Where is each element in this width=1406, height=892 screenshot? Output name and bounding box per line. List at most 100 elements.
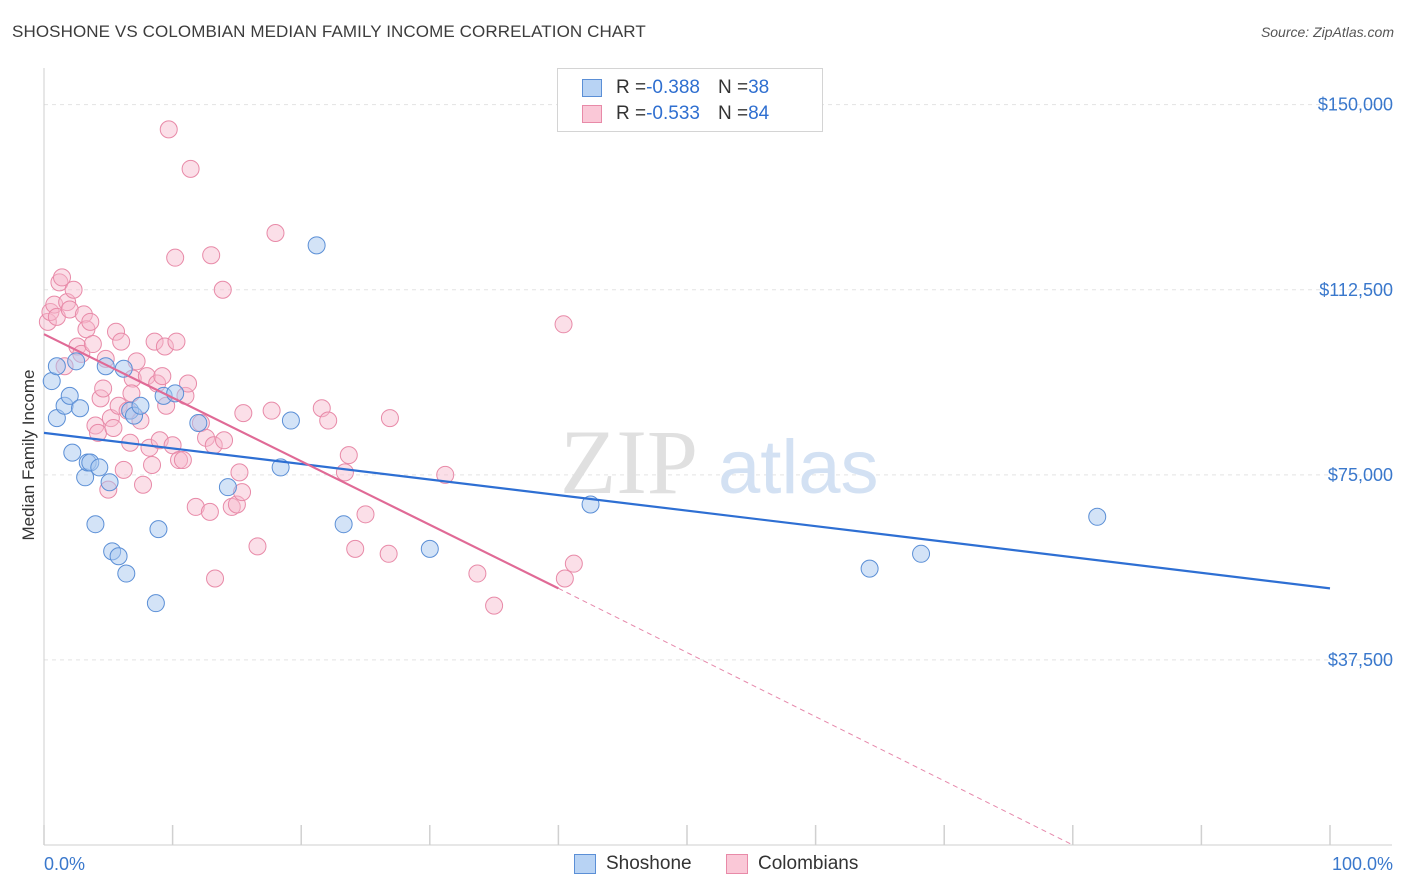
x-tick-label: 0.0%	[44, 854, 85, 874]
shoshone-point	[96, 357, 115, 376]
colombian-point	[248, 537, 267, 556]
shoshone-point	[90, 458, 109, 477]
colombian-swatch	[582, 105, 602, 123]
colombian-point	[114, 460, 133, 479]
colombian-point	[74, 305, 93, 324]
shoshone-point	[218, 478, 237, 497]
colombian-point	[83, 335, 102, 354]
colombian-point	[179, 374, 198, 393]
colombian-point	[143, 455, 162, 474]
bottom-colombians-label: Colombians	[758, 853, 859, 874]
colombian-point	[166, 248, 185, 267]
shoshone-point	[149, 520, 168, 539]
colombian-point	[468, 564, 487, 583]
shoshone-n-label: N =	[717, 77, 749, 98]
y-tick-label: $75,000	[1328, 465, 1393, 485]
colombian-point	[266, 224, 285, 242]
colombian-point	[213, 280, 232, 299]
colombian-point	[112, 332, 131, 351]
shoshone-point	[1088, 507, 1107, 526]
colombian-trend-extension	[558, 587, 1074, 846]
colombian-point	[134, 475, 153, 494]
colombian-r-label: R =	[616, 103, 647, 124]
shoshone-point	[189, 414, 208, 433]
shoshone-r-label: R =	[616, 77, 647, 98]
shoshone-point	[271, 458, 290, 477]
colombian-n-label: N =	[717, 103, 749, 124]
shoshone-point	[67, 352, 86, 371]
y-tick-label: $150,000	[1318, 95, 1393, 115]
colombian-point	[145, 332, 164, 351]
chart-source: Source: ZipAtlas.com	[1260, 24, 1394, 40]
colombian-point	[339, 446, 358, 465]
colombian-point	[202, 246, 221, 265]
shoshone-point	[146, 594, 165, 613]
colombian-point	[107, 322, 126, 341]
shoshone-point	[281, 411, 300, 430]
shoshone-swatch	[582, 79, 602, 97]
y-tick-label: $112,500	[1319, 280, 1393, 300]
shoshone-point	[109, 547, 128, 566]
shoshone-point	[100, 473, 119, 492]
colombian-point	[335, 463, 354, 482]
trend-lines	[43, 333, 1331, 846]
legend-row-shoshone: R = -0.388 N = 38	[582, 76, 769, 100]
shoshone-point	[86, 515, 105, 534]
shoshone-r-value: -0.388	[646, 77, 700, 98]
x-tick-label: 100.0%	[1332, 854, 1393, 874]
colombian-point	[186, 497, 205, 516]
colombian-point	[380, 409, 399, 428]
colombian-point	[436, 465, 455, 484]
chart-title: SHOSHONE VS COLOMBIAN MEDIAN FAMILY INCO…	[12, 22, 646, 41]
bottom-legend-colombians: Colombians	[726, 851, 858, 877]
colombian-point	[60, 300, 79, 319]
colombian-point	[379, 544, 398, 563]
colombian-trend-line	[43, 333, 559, 590]
colombian-point	[155, 337, 174, 356]
watermark-atlas: atlas	[718, 425, 879, 510]
colombian-point	[554, 315, 573, 334]
shoshone-point	[71, 399, 90, 418]
colombian-point	[104, 418, 123, 437]
colombian-point	[197, 428, 216, 447]
correlation-legend: R = -0.388 N = 38 R = -0.533 N = 84	[557, 68, 823, 132]
colombian-point	[346, 539, 365, 558]
axes	[43, 68, 1392, 846]
shoshone-point	[131, 396, 150, 415]
colombian-point	[564, 554, 583, 573]
watermark: ZIP atlas	[560, 411, 879, 513]
colombian-point	[181, 159, 200, 178]
colombian-point	[234, 404, 253, 423]
colombian-point	[356, 505, 375, 524]
shoshone-n-value: 38	[748, 77, 770, 98]
colombian-point	[50, 273, 69, 292]
colombian-point	[262, 401, 281, 420]
colombian-point	[53, 268, 72, 287]
shoshone-point	[47, 357, 66, 376]
watermark-zip: ZIP	[560, 411, 698, 513]
bottom-legend-shoshone: Shoshone	[574, 851, 692, 877]
shoshone-trend-line	[43, 431, 1331, 590]
shoshone-point	[307, 236, 326, 255]
colombian-point	[94, 379, 113, 398]
shoshone-point	[60, 386, 79, 405]
shoshone-point	[912, 544, 931, 563]
colombian-point	[206, 569, 225, 588]
y-axis-title: Median Family Income	[19, 369, 38, 540]
bottom-shoshone-label: Shoshone	[606, 853, 692, 874]
legend-row-colombian: R = -0.533 N = 84	[582, 102, 769, 126]
colombian-point	[555, 569, 574, 588]
colombian-point	[319, 411, 338, 430]
shoshone-points	[42, 236, 1107, 613]
grid	[44, 104, 1392, 661]
shoshone-point	[334, 515, 353, 534]
colombian-point	[230, 463, 249, 482]
colombian-point	[173, 451, 192, 470]
colombian-point	[485, 596, 504, 615]
colombian-point	[153, 367, 172, 386]
colombian-point	[86, 416, 105, 435]
y-tick-label: $37,500	[1328, 650, 1393, 670]
shoshone-point	[860, 559, 879, 578]
shoshone-point	[117, 564, 136, 583]
